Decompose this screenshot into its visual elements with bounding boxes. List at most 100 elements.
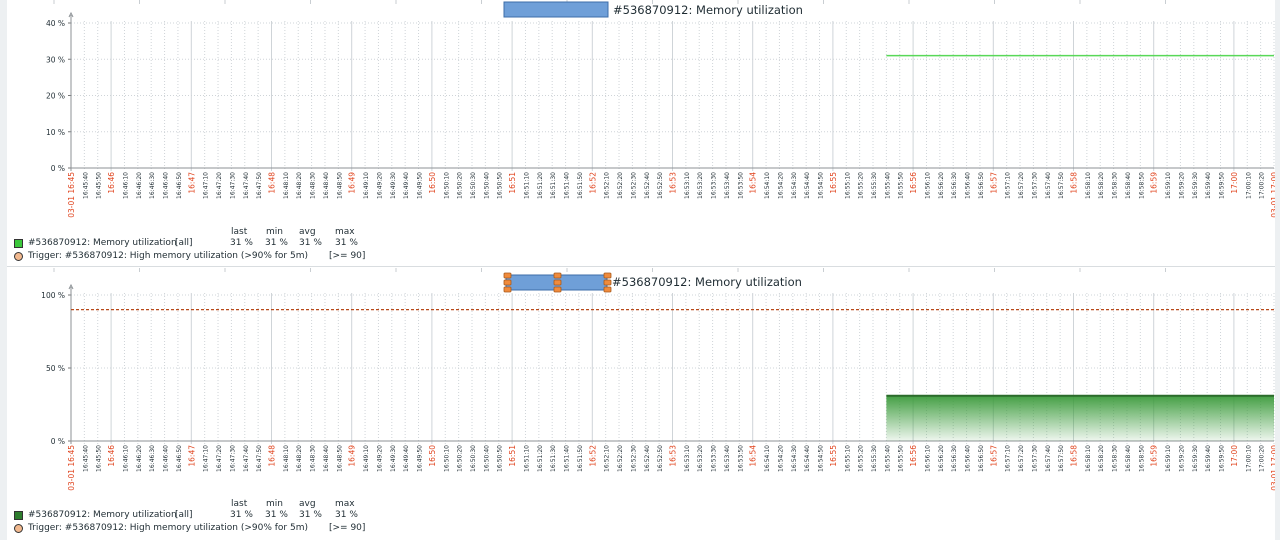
- x-tick-label: 16:59: [1150, 445, 1159, 467]
- x-tick-label: 16:47:40: [243, 172, 250, 199]
- x-tick-label: 16:49:50: [417, 172, 424, 199]
- x-tick-label: 16:54:40: [804, 445, 811, 472]
- x-tick-label: 16:45:40: [82, 172, 89, 199]
- x-tick-label: 16:50: [428, 445, 437, 467]
- legend-item-swatch: [14, 239, 23, 248]
- selection-handle-icon: [603, 279, 612, 286]
- x-tick-label: 16:55:40: [884, 172, 891, 199]
- right-page-margin: [1275, 0, 1280, 540]
- x-tick-label: 16:49:40: [403, 445, 410, 472]
- x-tick-label: 16:45:50: [96, 445, 103, 472]
- x-tick-label: 16:48:40: [323, 172, 330, 199]
- x-tick-label: 16:56:20: [938, 172, 945, 199]
- x-tick-label: 16:57:50: [1058, 445, 1065, 472]
- legend-item-avg: 31 %: [299, 238, 322, 248]
- x-tick-label: 16:49:20: [376, 445, 383, 472]
- x-tick-label: 16:50:40: [483, 172, 490, 199]
- selection-handle-icon: [553, 286, 562, 293]
- legend-item-name: #536870912: Memory utilization: [28, 238, 177, 248]
- x-tick-label: 16:57:20: [1018, 172, 1025, 199]
- y-tick-label: 0 %: [51, 437, 65, 446]
- x-tick-label: 16:54:20: [777, 172, 784, 199]
- x-tick-label: 16:50:50: [497, 445, 504, 472]
- x-end-label: 03-01 17:00: [1270, 172, 1275, 218]
- x-tick-label: 17:00: [1230, 445, 1239, 467]
- x-tick-label: 16:50:30: [470, 445, 477, 472]
- x-tick-label: 16:58:20: [1098, 172, 1105, 199]
- x-tick-label: 16:47:20: [216, 445, 223, 472]
- x-tick-label: 16:54:10: [764, 172, 771, 199]
- x-tick-label: 16:56:40: [965, 172, 972, 199]
- x-tick-label: 16:57: [989, 172, 998, 194]
- x-tick-label: 16:56:30: [951, 172, 958, 199]
- x-tick-label: 16:59:50: [1219, 172, 1226, 199]
- x-tick-label: 16:59:50: [1219, 445, 1226, 472]
- x-tick-label: 16:52:40: [644, 172, 651, 199]
- x-tick-label: 16:48:20: [296, 172, 303, 199]
- x-tick-label: 16:46:30: [149, 445, 156, 472]
- x-tick-label: 16:54:40: [804, 172, 811, 199]
- x-tick-label: 16:59:20: [1178, 172, 1185, 199]
- x-tick-label: 16:57:40: [1045, 445, 1052, 472]
- x-tick-label: 16:54:50: [818, 172, 825, 199]
- x-tick-label: 17:00:20: [1259, 172, 1266, 199]
- x-tick-label: 16:49:40: [403, 172, 410, 199]
- x-tick-label: 16:47: [187, 445, 196, 467]
- y-tick-label: 30 %: [46, 55, 65, 64]
- x-tick-label: 17:00: [1230, 172, 1239, 194]
- x-tick-label: 16:51:40: [564, 172, 571, 199]
- y-tick-label: 20 %: [46, 92, 65, 101]
- x-tick-label: 16:53:40: [724, 172, 731, 199]
- x-tick-label: 16:59: [1150, 172, 1159, 194]
- x-tick-label: 16:45:50: [96, 172, 103, 199]
- x-tick-label: 16:54:30: [791, 445, 798, 472]
- x-tick-label: 16:55: [829, 172, 838, 194]
- legend-header-min: min: [266, 499, 283, 509]
- x-tick-label: 16:59:30: [1192, 172, 1199, 199]
- y-axis-arrow-icon: [68, 283, 74, 290]
- x-tick-label: 16:50:20: [457, 445, 464, 472]
- x-tick-label: 16:53:10: [684, 172, 691, 199]
- legend-trigger-text: Trigger: #536870912: High memory utiliza…: [28, 251, 308, 261]
- x-tick-label: 16:48: [268, 172, 277, 194]
- x-end-label: 03-01 17:00: [1270, 445, 1275, 491]
- x-tick-label: 16:57:20: [1018, 445, 1025, 472]
- legend-trigger-swatch: [14, 252, 23, 261]
- x-tick-label: 16:57: [989, 445, 998, 467]
- legend-trigger-row: Trigger: #536870912: High memory utiliza…: [13, 250, 413, 262]
- graph-title: #536870912: Memory utilization: [612, 275, 802, 289]
- x-tick-label: 16:54: [749, 172, 758, 194]
- x-tick-label: 16:55:50: [898, 445, 905, 472]
- x-tick-label: 16:52: [588, 445, 597, 467]
- x-tick-label: 16:48:10: [283, 445, 290, 472]
- legend-header-last: last: [231, 499, 248, 509]
- x-tick-label: 16:54:50: [818, 445, 825, 472]
- x-tick-label: 16:58:10: [1085, 445, 1092, 472]
- x-tick-label: 16:46:50: [176, 445, 183, 472]
- y-tick-label: 50 %: [46, 364, 65, 373]
- x-tick-label: 16:58:10: [1085, 172, 1092, 199]
- x-tick-label: 16:46:40: [163, 445, 170, 472]
- x-tick-label: 16:50:10: [443, 445, 450, 472]
- x-tick-label: 16:52:30: [630, 172, 637, 199]
- x-tick-label: 16:50:50: [497, 172, 504, 199]
- x-tick-label: 16:48: [268, 445, 277, 467]
- x-tick-label: 16:51: [508, 445, 517, 467]
- x-tick-label: 16:52:20: [617, 172, 624, 199]
- x-tick-label: 16:55:50: [898, 172, 905, 199]
- graph-canvas-bottom[interactable]: #536870912: Memory utilization 0 % 50 % 100…: [7, 268, 1275, 500]
- x-tick-label: 16:46:10: [122, 445, 129, 472]
- x-tick-label: 16:52:10: [604, 445, 611, 472]
- legend-header-last: last: [231, 227, 248, 237]
- x-tick-label: 16:51:20: [537, 445, 544, 472]
- x-tick-label: 16:58:50: [1138, 172, 1145, 199]
- legend-item-row: #536870912: Memory utilization [all] 31 …: [13, 509, 413, 521]
- x-tick-label: 16:49:20: [376, 172, 383, 199]
- x-tick-label: 16:47:30: [229, 172, 236, 199]
- x-tick-label: 16:46:50: [176, 172, 183, 199]
- graph-canvas-top[interactable]: #536870912: Memory utilization 0 % 10 % 20 …: [7, 0, 1275, 232]
- x-tick-label: 16:57:10: [1005, 172, 1012, 199]
- x-tick-label: 16:47:10: [203, 172, 210, 199]
- x-tick-label: 16:56:10: [924, 445, 931, 472]
- x-tick-label: 16:53:10: [684, 445, 691, 472]
